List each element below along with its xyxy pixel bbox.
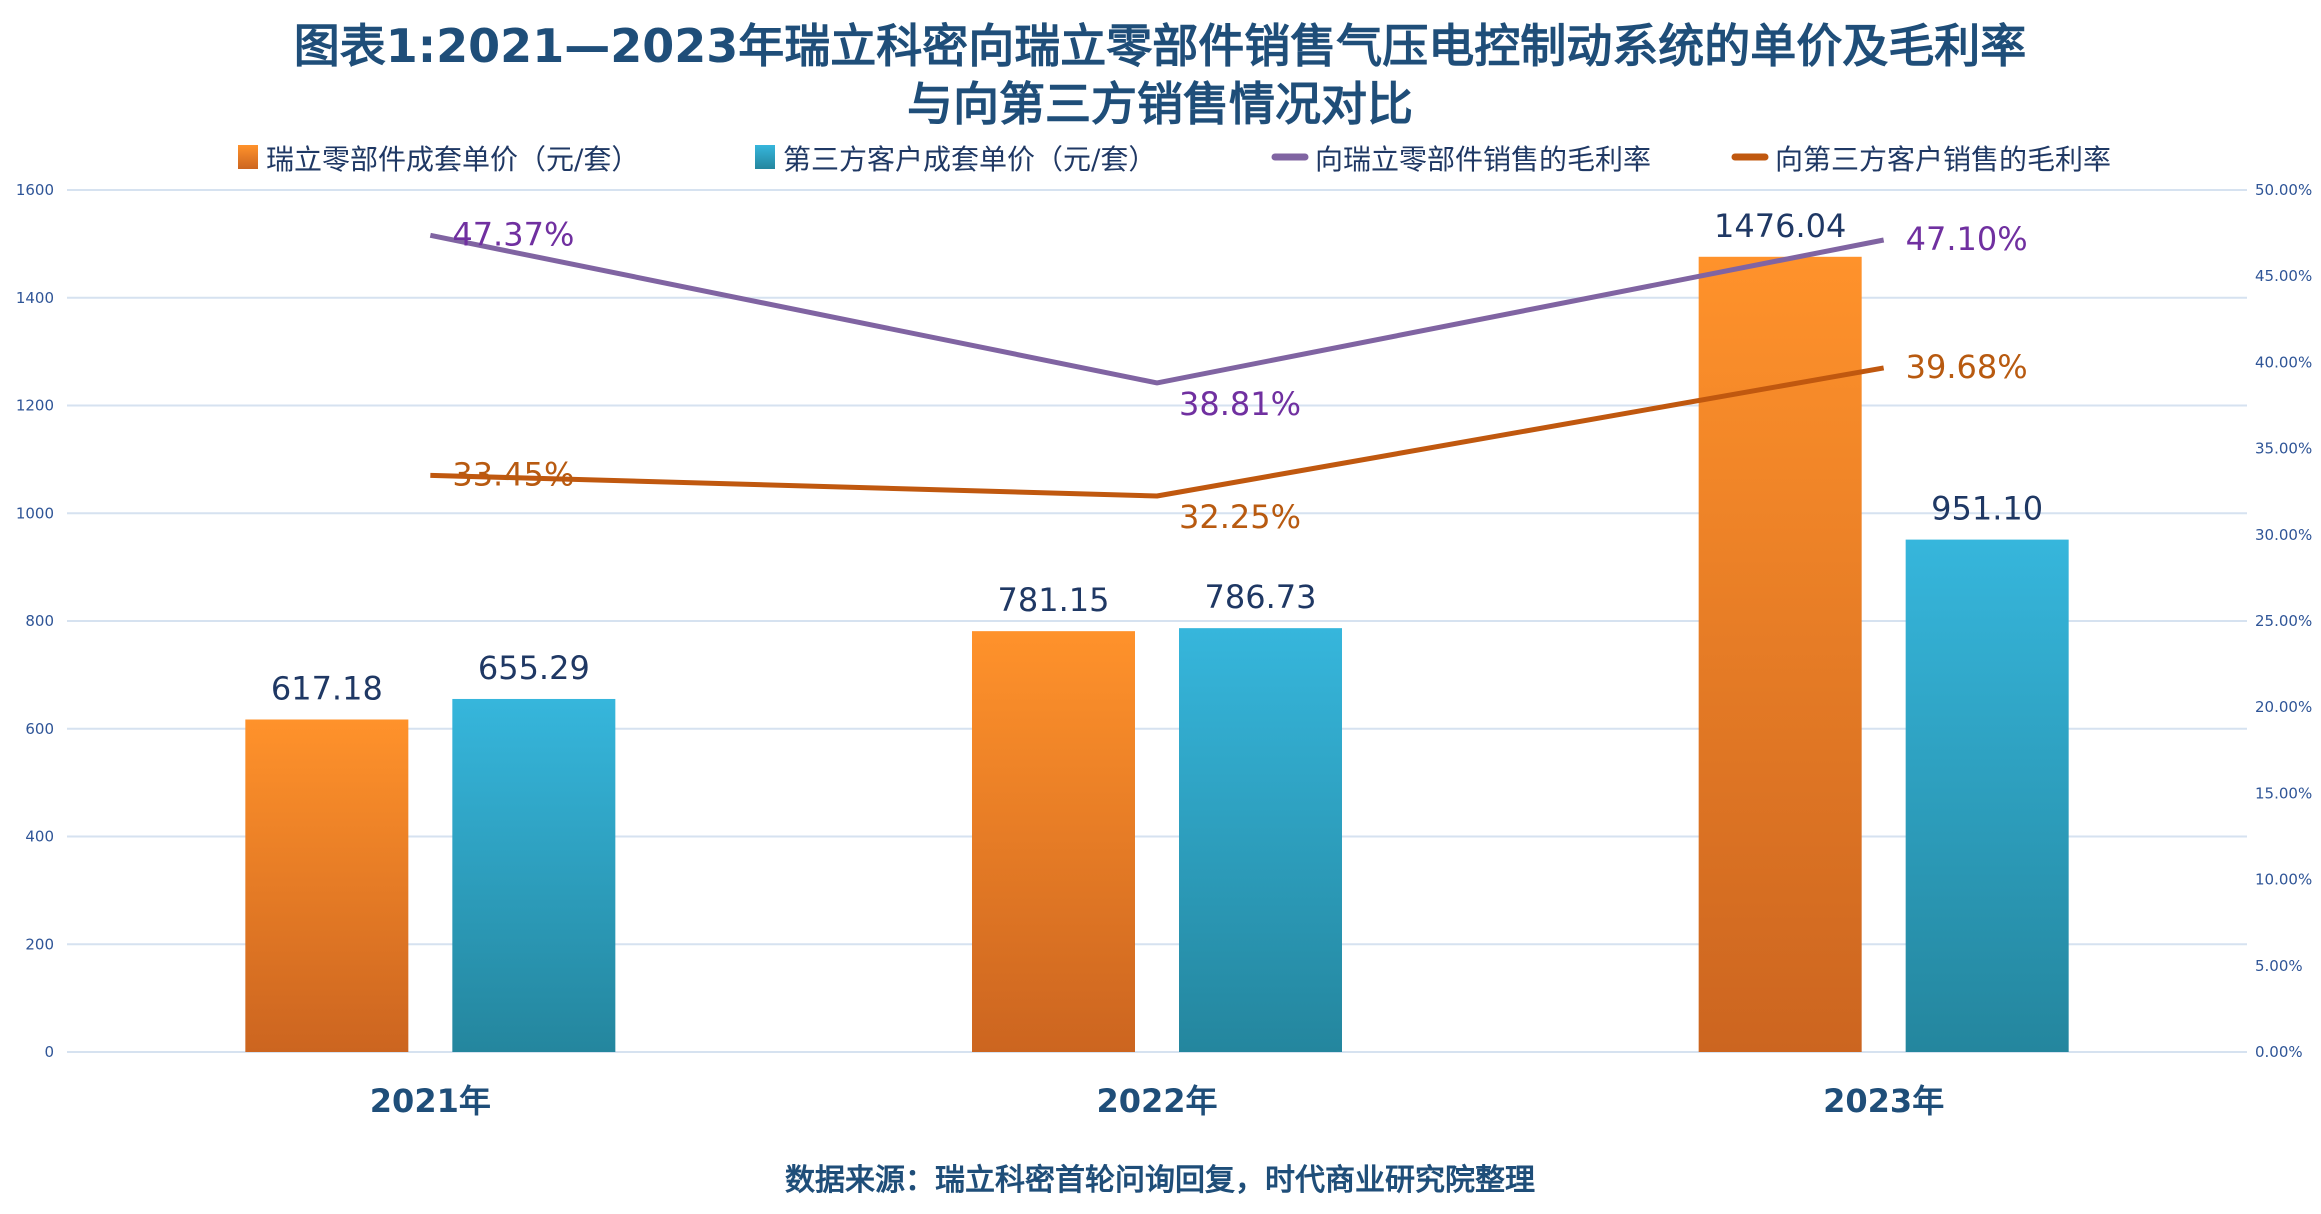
left-axis-tick-label: 400 bbox=[25, 828, 54, 846]
gridlines: 0 200 400 600 800 1000 1200 1400 1600 0.00% 5.00% 1… bbox=[16, 181, 2312, 1120]
bar-ruili bbox=[245, 719, 409, 1052]
right-axis-tick-label: 10.00% bbox=[2255, 871, 2312, 889]
legend-label: 第三方客户成套单价（元/套） bbox=[783, 143, 1156, 176]
category-label: 2021年 bbox=[370, 1082, 491, 1120]
line-value-label: 47.10% bbox=[1906, 220, 2028, 258]
left-axis-tick-label: 1400 bbox=[16, 289, 54, 307]
data-labels: 617.18 781.15 1476.04 655.29 786.73 951.10 47.… bbox=[271, 207, 2043, 708]
bar-value-label: 1476.04 bbox=[1714, 207, 1846, 245]
right-axis-tick-label: 25.00% bbox=[2255, 612, 2312, 630]
right-axis-tick-label: 50.00% bbox=[2255, 181, 2312, 199]
legend: 瑞立零部件成套单价（元/套） 第三方客户成套单价（元/套） 向瑞立零部件销售的毛利率… bbox=[238, 143, 2111, 176]
legend-label: 瑞立零部件成套单价（元/套） bbox=[266, 143, 639, 176]
left-axis-tick-label: 1600 bbox=[16, 181, 54, 199]
bar-ruili bbox=[1698, 256, 1862, 1052]
line-value-label: 39.68% bbox=[1906, 348, 2028, 386]
line-value-label: 47.37% bbox=[452, 215, 574, 253]
right-axis-tick-label: 20.00% bbox=[2255, 698, 2312, 716]
right-axis-tick-label: 15.00% bbox=[2255, 784, 2312, 802]
legend-label: 向瑞立零部件销售的毛利率 bbox=[1315, 143, 1651, 176]
left-axis-tick-label: 800 bbox=[25, 612, 54, 630]
line-value-label: 32.25% bbox=[1179, 498, 1301, 536]
line-value-label: 38.81% bbox=[1179, 385, 1301, 423]
bars bbox=[245, 256, 2069, 1052]
category-label: 2022年 bbox=[1096, 1082, 1217, 1120]
line-ruili-margin bbox=[429, 232, 1885, 386]
left-axis-tick-label: 200 bbox=[25, 935, 54, 953]
right-axis-tick-label: 0.00% bbox=[2255, 1043, 2303, 1061]
right-axis-tick-label: 30.00% bbox=[2255, 526, 2312, 544]
left-axis-tick-label: 1000 bbox=[16, 504, 54, 522]
bar-value-label: 951.10 bbox=[1931, 490, 2043, 528]
bar-value-label: 781.15 bbox=[998, 581, 1110, 619]
left-axis-tick-label: 1200 bbox=[16, 397, 54, 415]
category-label: 2023年 bbox=[1823, 1082, 1944, 1120]
bar-value-label: 617.18 bbox=[271, 669, 383, 707]
right-axis-tick-label: 40.00% bbox=[2255, 353, 2312, 371]
source-note: 数据来源：瑞立科密首轮问询回复，时代商业研究院整理 bbox=[785, 1163, 1535, 1198]
legend-swatch bbox=[238, 145, 258, 169]
legend-label: 向第三方客户销售的毛利率 bbox=[1775, 143, 2111, 176]
right-axis-tick-label: 5.00% bbox=[2255, 957, 2303, 975]
left-axis-tick-label: 0 bbox=[44, 1043, 54, 1061]
bar-value-label: 655.29 bbox=[478, 649, 590, 687]
legend-swatch bbox=[755, 145, 775, 169]
bar-third-party bbox=[1905, 539, 2069, 1052]
right-axis-tick-label: 45.00% bbox=[2255, 267, 2312, 285]
lines bbox=[429, 232, 1885, 499]
chart-title-line1: 图表1:2021—2023年瑞立科密向瑞立零部件销售气压电控制动系统的单价及毛利… bbox=[294, 19, 2026, 73]
chart-title-line2: 与向第三方销售情况对比 bbox=[907, 77, 1413, 131]
line-value-label: 33.45% bbox=[452, 455, 574, 493]
line-third-party-margin bbox=[430, 365, 1885, 499]
bar-third-party bbox=[452, 698, 616, 1052]
left-axis-tick-label: 600 bbox=[25, 720, 54, 738]
bar-value-label: 786.73 bbox=[1205, 578, 1317, 616]
bar-ruili bbox=[972, 631, 1135, 1052]
right-axis-tick-label: 35.00% bbox=[2255, 440, 2312, 458]
bar-third-party bbox=[1179, 628, 1342, 1052]
